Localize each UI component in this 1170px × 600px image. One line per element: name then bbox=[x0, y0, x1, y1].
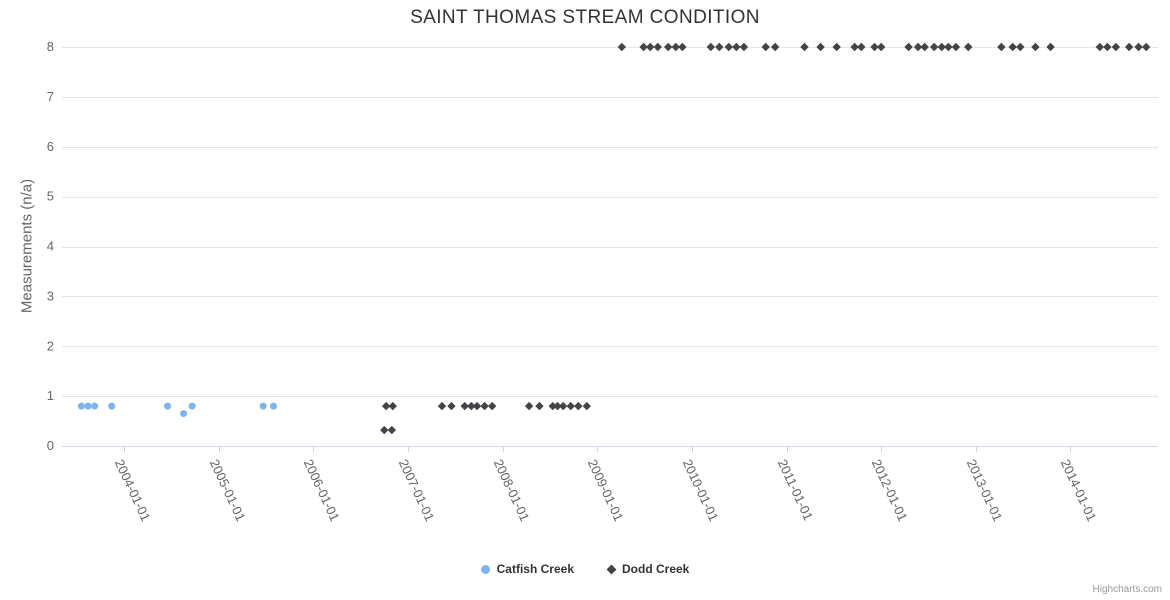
data-point-dodd-creek[interactable] bbox=[437, 401, 447, 411]
data-point-catfish-creek[interactable] bbox=[108, 402, 116, 410]
data-point-dodd-creek[interactable] bbox=[876, 42, 886, 52]
data-point-dodd-creek[interactable] bbox=[524, 401, 534, 411]
data-point-dodd-creek[interactable] bbox=[732, 42, 741, 52]
data-point-dodd-creek[interactable] bbox=[761, 42, 770, 52]
data-point-dodd-creek[interactable] bbox=[1141, 42, 1151, 52]
data-point-dodd-creek[interactable] bbox=[1031, 42, 1040, 52]
data-point-dodd-creek[interactable] bbox=[1008, 42, 1017, 52]
data-point-dodd-creek[interactable] bbox=[617, 42, 627, 52]
data-point-dodd-creek[interactable] bbox=[387, 425, 397, 435]
data-point-dodd-creek[interactable] bbox=[664, 42, 673, 52]
data-point-dodd-creek[interactable] bbox=[653, 42, 662, 52]
data-point-dodd-creek[interactable] bbox=[678, 42, 687, 52]
data-point-catfish-creek[interactable] bbox=[188, 402, 196, 410]
y-axis-tick-label: 0 bbox=[47, 438, 54, 453]
x-axis-tick-label: 2014-01-01 bbox=[1058, 457, 1100, 524]
x-axis-tick-label: 2012-01-01 bbox=[869, 457, 911, 524]
legend-item-dodd-creek[interactable]: Dodd Creek bbox=[606, 562, 690, 576]
highcharts-credits-link[interactable]: Highcharts.com bbox=[1092, 584, 1162, 595]
data-point-dodd-creek[interactable] bbox=[574, 401, 583, 411]
y-axis-tick-label: 1 bbox=[47, 388, 54, 403]
data-point-dodd-creek[interactable] bbox=[800, 42, 809, 52]
data-point-dodd-creek[interactable] bbox=[997, 42, 1006, 52]
data-point-dodd-creek[interactable] bbox=[558, 401, 568, 411]
circle-marker-icon bbox=[480, 564, 490, 574]
data-point-dodd-creek[interactable] bbox=[929, 42, 939, 52]
y-axis-tick-label: 5 bbox=[47, 189, 54, 204]
data-point-dodd-creek[interactable] bbox=[913, 42, 923, 52]
x-axis-tick-label: 2013-01-01 bbox=[964, 457, 1006, 524]
data-point-dodd-creek[interactable] bbox=[715, 42, 724, 52]
y-axis-tick-label: 4 bbox=[47, 239, 54, 254]
legend: Catfish Creek Dodd Creek bbox=[0, 562, 1170, 576]
data-point-dodd-creek[interactable] bbox=[816, 42, 825, 52]
y-axis-tick-label: 2 bbox=[47, 338, 54, 353]
data-point-dodd-creek[interactable] bbox=[472, 401, 482, 411]
data-point-dodd-creek[interactable] bbox=[582, 401, 592, 411]
data-point-dodd-creek[interactable] bbox=[724, 42, 733, 52]
data-point-dodd-creek[interactable] bbox=[904, 42, 913, 52]
data-point-catfish-creek[interactable] bbox=[77, 402, 85, 410]
data-point-dodd-creek[interactable] bbox=[1134, 42, 1143, 52]
y-axis-tick-label: 6 bbox=[47, 139, 54, 154]
data-point-dodd-creek[interactable] bbox=[951, 42, 961, 52]
data-point-dodd-creek[interactable] bbox=[1016, 42, 1025, 52]
data-point-dodd-creek[interactable] bbox=[535, 401, 544, 411]
data-point-dodd-creek[interactable] bbox=[553, 401, 562, 411]
data-point-catfish-creek[interactable] bbox=[91, 402, 99, 410]
data-point-dodd-creek[interactable] bbox=[447, 401, 456, 411]
data-point-dodd-creek[interactable] bbox=[870, 42, 879, 52]
data-point-dodd-creek[interactable] bbox=[937, 42, 946, 52]
y-axis-tick-label: 8 bbox=[47, 39, 54, 54]
data-point-dodd-creek[interactable] bbox=[467, 401, 476, 411]
data-point-dodd-creek[interactable] bbox=[739, 42, 749, 52]
data-point-dodd-creek[interactable] bbox=[381, 401, 391, 411]
x-axis-tick-label: 2009-01-01 bbox=[585, 457, 627, 524]
x-axis-tick-label: 2010-01-01 bbox=[680, 457, 722, 524]
data-point-catfish-creek[interactable] bbox=[164, 402, 172, 410]
x-axis-tick-label: 2005-01-01 bbox=[207, 457, 249, 524]
x-axis-tick-label: 2006-01-01 bbox=[301, 457, 343, 524]
data-point-dodd-creek[interactable] bbox=[944, 42, 953, 52]
data-point-dodd-creek[interactable] bbox=[770, 42, 780, 52]
data-point-dodd-creek[interactable] bbox=[1046, 42, 1055, 52]
data-point-dodd-creek[interactable] bbox=[964, 42, 973, 52]
x-axis-tick-label: 2008-01-01 bbox=[491, 457, 533, 524]
data-point-dodd-creek[interactable] bbox=[639, 42, 648, 52]
x-axis-tick-label: 2011-01-01 bbox=[775, 457, 816, 523]
data-point-dodd-creek[interactable] bbox=[1111, 42, 1121, 52]
y-axis-tick-label: 3 bbox=[47, 288, 54, 303]
data-point-dodd-creek[interactable] bbox=[548, 401, 557, 411]
data-point-dodd-creek[interactable] bbox=[480, 401, 489, 411]
x-axis-tick-label: 2004-01-01 bbox=[112, 457, 154, 524]
data-point-catfish-creek[interactable] bbox=[180, 410, 188, 418]
diamond-marker-icon bbox=[606, 564, 617, 574]
data-point-dodd-creek[interactable] bbox=[380, 425, 389, 435]
data-point-dodd-creek[interactable] bbox=[857, 42, 866, 52]
data-point-catfish-creek[interactable] bbox=[259, 402, 267, 410]
data-point-catfish-creek[interactable] bbox=[270, 402, 278, 410]
data-point-dodd-creek[interactable] bbox=[920, 42, 929, 52]
legend-label-catfish-creek: Catfish Creek bbox=[496, 562, 574, 576]
legend-label-dodd-creek: Dodd Creek bbox=[622, 562, 690, 576]
data-point-dodd-creek[interactable] bbox=[487, 401, 497, 411]
data-point-dodd-creek[interactable] bbox=[706, 42, 715, 52]
chart-title: SAINT THOMAS STREAM CONDITION bbox=[410, 7, 760, 28]
x-axis-tick-label: 2007-01-01 bbox=[396, 457, 438, 524]
data-point-dodd-creek[interactable] bbox=[832, 42, 841, 52]
data-point-dodd-creek[interactable] bbox=[460, 401, 469, 411]
data-point-dodd-creek[interactable] bbox=[1124, 42, 1134, 52]
data-point-dodd-creek[interactable] bbox=[671, 42, 680, 52]
data-point-catfish-creek[interactable] bbox=[84, 402, 92, 410]
y-axis-tick-label: 7 bbox=[47, 89, 54, 104]
legend-item-catfish-creek[interactable]: Catfish Creek bbox=[480, 562, 574, 576]
data-point-dodd-creek[interactable] bbox=[388, 401, 397, 411]
data-point-dodd-creek[interactable] bbox=[1095, 42, 1104, 52]
data-point-dodd-creek[interactable] bbox=[850, 42, 859, 52]
data-point-dodd-creek[interactable] bbox=[646, 42, 655, 52]
data-point-dodd-creek[interactable] bbox=[566, 401, 575, 411]
data-point-dodd-creek[interactable] bbox=[1103, 42, 1112, 52]
